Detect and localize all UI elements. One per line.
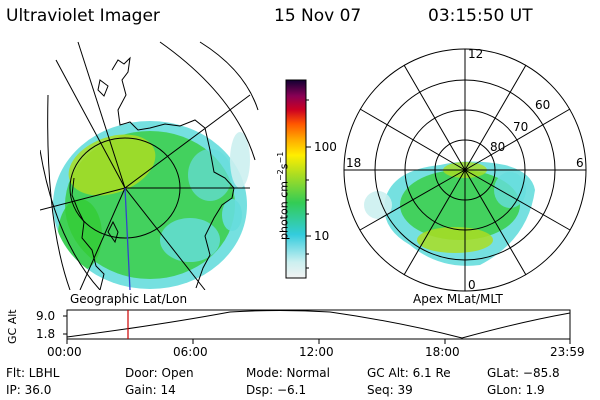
info-door: Door: Open [125, 366, 194, 380]
mlt-6-label: 6 [576, 156, 584, 170]
colorbar-ticks [306, 99, 311, 269]
magnetic-meridian [124, 187, 131, 290]
colorbar-tick-10: 10 [314, 229, 330, 243]
orbit-y-low: 1.8 [36, 327, 56, 341]
orbit-x-tick-0600: 06:00 [173, 345, 208, 359]
mlt-18-label: 18 [346, 156, 362, 170]
mlt-0-label: 0 [468, 278, 476, 292]
info-dsp: Dsp: −6.1 [246, 383, 307, 397]
instrument-title: Ultraviolet Imager [6, 6, 160, 26]
orbit-x-tick-2359: 23:59 [550, 345, 585, 359]
mlat-60-label: 60 [535, 98, 551, 112]
info-seq: Seq: 39 [367, 383, 413, 397]
observation-date: 15 Nov 07 [274, 6, 362, 26]
info-ip: IP: 36.0 [6, 383, 52, 397]
orbit-x-tick-1800: 18:00 [425, 345, 460, 359]
mlat-70-label: 70 [513, 120, 529, 134]
left-panel-label: Geographic Lat/Lon [70, 292, 188, 306]
mlat-80-label: 80 [490, 140, 506, 154]
coastline [71, 56, 235, 290]
colorbar-scale [285, 79, 307, 279]
info-gain: Gain: 14 [125, 383, 176, 397]
info-glat: GLat: −85.8 [487, 366, 560, 380]
observation-time: 03:15:50 UT [428, 6, 533, 26]
orbit-y-high: 9.0 [36, 309, 56, 323]
altitude-curve [66, 310, 571, 339]
longitude-lines [40, 41, 259, 290]
orbit-x-ticks [63, 315, 571, 344]
orbit-x-tick-0000: 00:00 [47, 345, 82, 359]
info-filter: Flt: LBHL [6, 366, 60, 380]
mlt-12-label: 12 [468, 47, 484, 61]
info-mode: Mode: Normal [246, 366, 330, 380]
info-gc-alt: GC Alt: 6.1 Re [367, 366, 451, 380]
info-glon: GLon: 1.9 [487, 383, 545, 397]
right-panel-label: Apex MLat/MLT [413, 292, 503, 306]
polar-grid [343, 48, 587, 292]
orbit-plot-frame [66, 309, 571, 340]
colorbar-tick-100: 100 [314, 140, 337, 154]
orbit-ylabel: GC Alt [6, 309, 19, 344]
orbit-x-tick-1200: 12:00 [299, 345, 334, 359]
